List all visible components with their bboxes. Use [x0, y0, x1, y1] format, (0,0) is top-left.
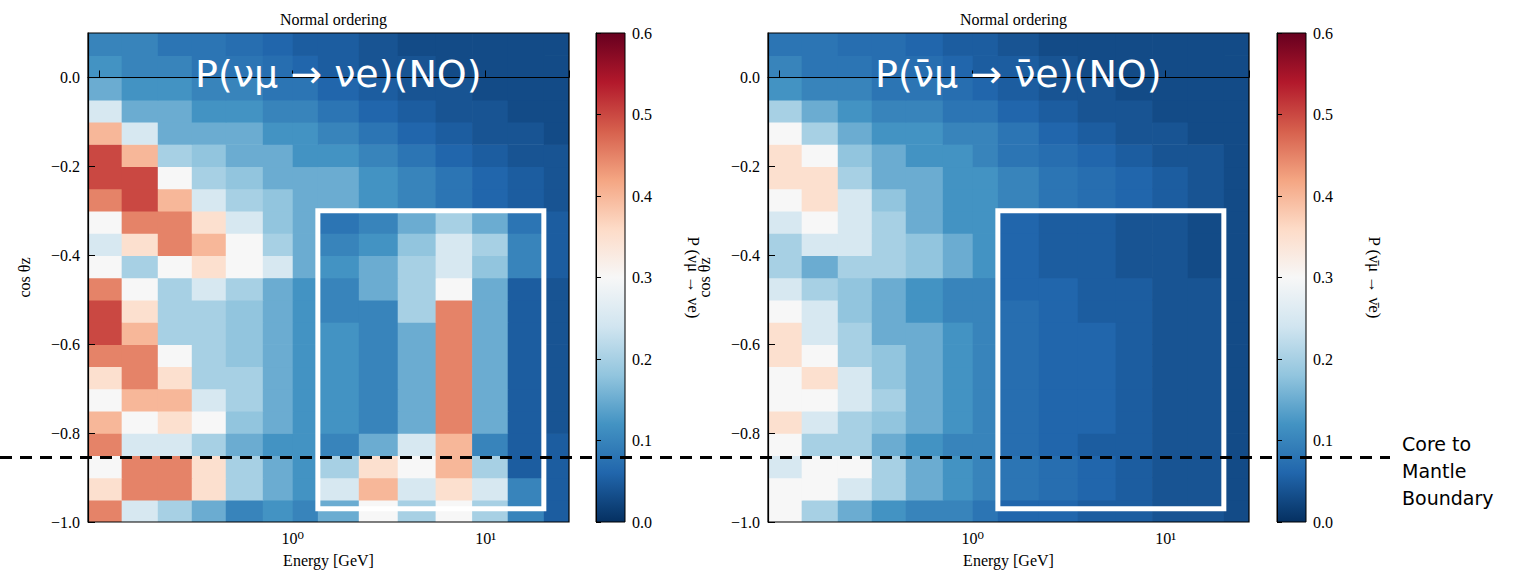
svg-text:−0.6: −0.6 — [731, 336, 760, 353]
svg-text:0.6: 0.6 — [632, 25, 652, 42]
svg-text:0.0: 0.0 — [60, 69, 80, 86]
svg-text:−0.4: −0.4 — [51, 247, 80, 264]
svg-text:−0.2: −0.2 — [51, 158, 80, 175]
svg-text:0.6: 0.6 — [1313, 25, 1333, 42]
svg-text:0.2: 0.2 — [632, 351, 652, 368]
svg-text:0.3: 0.3 — [1313, 269, 1333, 286]
svg-text:0.0: 0.0 — [1313, 514, 1333, 531]
svg-text:Mantle: Mantle — [1402, 460, 1473, 482]
svg-text:Core to: Core to — [1402, 433, 1477, 455]
svg-text:P (ν̄μ → ν̄e): P (ν̄μ → ν̄e) — [1365, 237, 1384, 319]
svg-text:−0.2: −0.2 — [731, 158, 760, 175]
svg-text:−1.0: −1.0 — [731, 514, 760, 531]
svg-text:0.1: 0.1 — [632, 432, 652, 449]
svg-text:10⁰: 10⁰ — [961, 530, 983, 547]
svg-text:0.4: 0.4 — [632, 188, 652, 205]
svg-text:−0.8: −0.8 — [731, 425, 760, 442]
svg-text:0.1: 0.1 — [1313, 432, 1333, 449]
svg-text:Normal ordering: Normal ordering — [280, 11, 387, 29]
svg-text:0.3: 0.3 — [632, 269, 652, 286]
svg-text:0.0: 0.0 — [632, 514, 652, 531]
svg-text:10¹: 10¹ — [1155, 530, 1176, 547]
svg-text:10¹: 10¹ — [475, 530, 496, 547]
svg-text:Normal ordering: Normal ordering — [960, 11, 1067, 29]
svg-text:P(νμ → νe)(NO): P(νμ → νe)(NO) — [195, 52, 482, 96]
svg-text:0.0: 0.0 — [740, 69, 760, 86]
svg-text:0.5: 0.5 — [1313, 106, 1333, 123]
svg-text:P (νμ → νe): P (νμ → νe) — [684, 236, 703, 319]
svg-text:−1.0: −1.0 — [51, 514, 80, 531]
svg-text:Boundary: Boundary — [1402, 487, 1494, 509]
svg-text:10⁰: 10⁰ — [281, 530, 303, 547]
svg-text:cos θz: cos θz — [16, 257, 33, 297]
svg-text:−0.4: −0.4 — [731, 247, 760, 264]
svg-text:cos θz: cos θz — [696, 257, 713, 297]
svg-text:−0.6: −0.6 — [51, 336, 80, 353]
svg-text:0.5: 0.5 — [632, 106, 652, 123]
svg-text:Energy [GeV]: Energy [GeV] — [283, 552, 374, 570]
svg-text:Energy [GeV]: Energy [GeV] — [963, 552, 1054, 570]
svg-text:P(ν̄μ → ν̄e)(NO): P(ν̄μ → ν̄e)(NO) — [875, 52, 1162, 96]
svg-text:0.4: 0.4 — [1313, 188, 1333, 205]
svg-text:0.2: 0.2 — [1313, 351, 1333, 368]
svg-text:−0.8: −0.8 — [51, 425, 80, 442]
